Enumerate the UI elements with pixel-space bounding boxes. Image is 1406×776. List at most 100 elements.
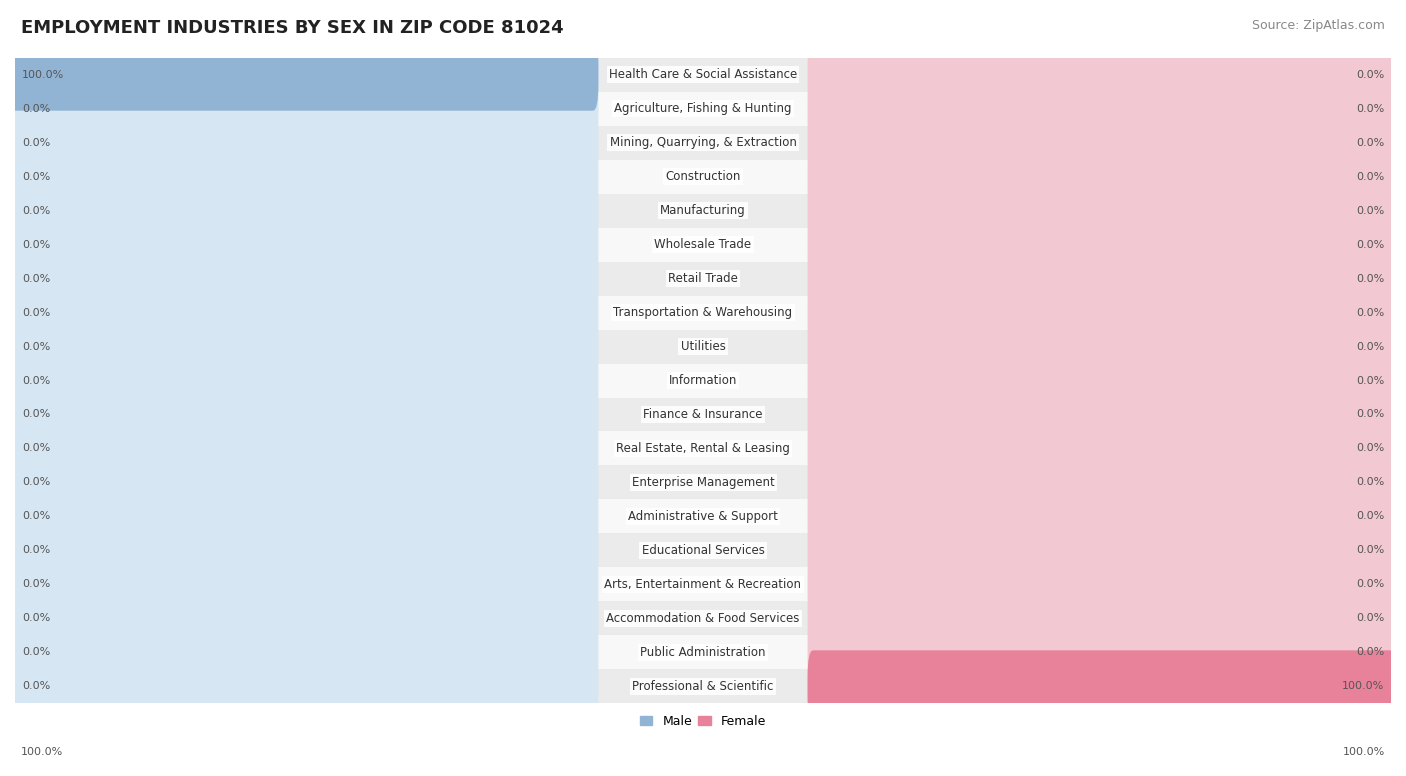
Text: 0.0%: 0.0%: [1355, 137, 1384, 147]
Text: Retail Trade: Retail Trade: [668, 272, 738, 285]
Text: Source: ZipAtlas.com: Source: ZipAtlas.com: [1251, 19, 1385, 33]
Text: 0.0%: 0.0%: [22, 171, 51, 182]
FancyBboxPatch shape: [807, 650, 1396, 722]
FancyBboxPatch shape: [10, 582, 599, 654]
FancyBboxPatch shape: [807, 446, 1396, 518]
Text: 0.0%: 0.0%: [22, 410, 51, 420]
Text: 0.0%: 0.0%: [1355, 546, 1384, 556]
Text: 0.0%: 0.0%: [1355, 171, 1384, 182]
Text: 0.0%: 0.0%: [1355, 240, 1384, 250]
Text: 0.0%: 0.0%: [1355, 477, 1384, 487]
FancyBboxPatch shape: [10, 73, 599, 144]
Text: Utilities: Utilities: [681, 340, 725, 353]
Text: Transportation & Warehousing: Transportation & Warehousing: [613, 306, 793, 319]
FancyBboxPatch shape: [10, 175, 599, 247]
Text: Wholesale Trade: Wholesale Trade: [654, 238, 752, 251]
FancyBboxPatch shape: [807, 582, 1396, 654]
Text: Educational Services: Educational Services: [641, 544, 765, 557]
Text: Enterprise Management: Enterprise Management: [631, 476, 775, 489]
Text: 0.0%: 0.0%: [22, 580, 51, 590]
Bar: [15, 193, 1391, 227]
Text: 0.0%: 0.0%: [1355, 341, 1384, 352]
Text: 0.0%: 0.0%: [22, 341, 51, 352]
FancyBboxPatch shape: [807, 616, 1396, 688]
FancyBboxPatch shape: [10, 345, 599, 417]
FancyBboxPatch shape: [807, 413, 1396, 484]
FancyBboxPatch shape: [10, 243, 599, 314]
FancyBboxPatch shape: [807, 310, 1396, 383]
Text: Agriculture, Fishing & Hunting: Agriculture, Fishing & Hunting: [614, 102, 792, 115]
Text: 0.0%: 0.0%: [22, 647, 51, 657]
FancyBboxPatch shape: [807, 345, 1396, 417]
Text: EMPLOYMENT INDUSTRIES BY SEX IN ZIP CODE 81024: EMPLOYMENT INDUSTRIES BY SEX IN ZIP CODE…: [21, 19, 564, 37]
Text: 0.0%: 0.0%: [22, 240, 51, 250]
FancyBboxPatch shape: [807, 514, 1396, 587]
Bar: [15, 466, 1391, 500]
Bar: [15, 431, 1391, 466]
FancyBboxPatch shape: [807, 549, 1396, 621]
FancyBboxPatch shape: [10, 514, 599, 587]
Text: 0.0%: 0.0%: [1355, 613, 1384, 623]
Text: 0.0%: 0.0%: [22, 274, 51, 283]
FancyBboxPatch shape: [807, 73, 1396, 144]
Text: 0.0%: 0.0%: [22, 477, 51, 487]
FancyBboxPatch shape: [10, 480, 599, 553]
Bar: [15, 57, 1391, 92]
Text: 100.0%: 100.0%: [21, 747, 63, 757]
Text: 0.0%: 0.0%: [1355, 70, 1384, 80]
Text: 0.0%: 0.0%: [22, 443, 51, 453]
Text: 0.0%: 0.0%: [1355, 206, 1384, 216]
FancyBboxPatch shape: [10, 106, 599, 178]
Text: 0.0%: 0.0%: [1355, 307, 1384, 317]
Bar: [15, 670, 1391, 703]
FancyBboxPatch shape: [10, 549, 599, 621]
Bar: [15, 227, 1391, 262]
Bar: [15, 160, 1391, 193]
FancyBboxPatch shape: [10, 616, 599, 688]
Text: Administrative & Support: Administrative & Support: [628, 510, 778, 523]
FancyBboxPatch shape: [807, 650, 1396, 722]
Text: 0.0%: 0.0%: [1355, 376, 1384, 386]
Bar: [15, 126, 1391, 160]
Text: Finance & Insurance: Finance & Insurance: [644, 408, 762, 421]
FancyBboxPatch shape: [10, 39, 599, 111]
Bar: [15, 636, 1391, 670]
FancyBboxPatch shape: [10, 310, 599, 383]
Text: 0.0%: 0.0%: [1355, 580, 1384, 590]
Bar: [15, 567, 1391, 601]
FancyBboxPatch shape: [10, 140, 599, 213]
Text: Mining, Quarrying, & Extraction: Mining, Quarrying, & Extraction: [610, 136, 796, 149]
Text: Construction: Construction: [665, 170, 741, 183]
Text: 0.0%: 0.0%: [1355, 511, 1384, 521]
FancyBboxPatch shape: [10, 413, 599, 484]
Text: 0.0%: 0.0%: [22, 681, 51, 691]
Text: 0.0%: 0.0%: [1355, 647, 1384, 657]
FancyBboxPatch shape: [10, 446, 599, 518]
Bar: [15, 500, 1391, 533]
FancyBboxPatch shape: [807, 379, 1396, 451]
FancyBboxPatch shape: [807, 480, 1396, 553]
Text: Accommodation & Food Services: Accommodation & Food Services: [606, 612, 800, 625]
FancyBboxPatch shape: [807, 276, 1396, 348]
FancyBboxPatch shape: [807, 175, 1396, 247]
FancyBboxPatch shape: [10, 39, 599, 111]
Text: 100.0%: 100.0%: [1343, 747, 1385, 757]
Bar: [15, 601, 1391, 636]
FancyBboxPatch shape: [807, 106, 1396, 178]
Text: 0.0%: 0.0%: [22, 206, 51, 216]
Bar: [15, 397, 1391, 431]
Text: 0.0%: 0.0%: [1355, 274, 1384, 283]
Text: 0.0%: 0.0%: [22, 137, 51, 147]
Text: Health Care & Social Assistance: Health Care & Social Assistance: [609, 68, 797, 81]
Legend: Male, Female: Male, Female: [636, 709, 770, 733]
Bar: [15, 533, 1391, 567]
Text: Professional & Scientific: Professional & Scientific: [633, 680, 773, 693]
Text: 0.0%: 0.0%: [22, 511, 51, 521]
FancyBboxPatch shape: [10, 650, 599, 722]
Text: Information: Information: [669, 374, 737, 387]
Text: 0.0%: 0.0%: [22, 613, 51, 623]
Text: 0.0%: 0.0%: [22, 546, 51, 556]
FancyBboxPatch shape: [10, 276, 599, 348]
Text: 100.0%: 100.0%: [22, 70, 65, 80]
Bar: [15, 330, 1391, 363]
